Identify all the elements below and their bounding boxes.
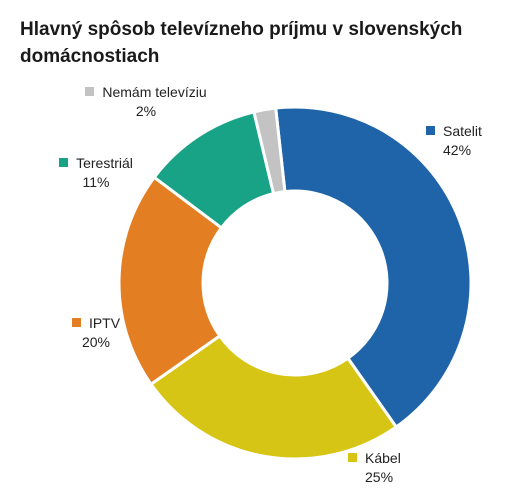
slice-label-kabel: Kábel 25% [348,449,401,487]
slice-label-terestrial: Terestriál 11% [36,154,156,192]
pct-kabel: 25% [365,469,394,485]
slice-satelit [274,105,473,430]
label-nemam-televiziu: Nemám televíziu [102,84,207,100]
label-kabel: Kábel [365,450,401,466]
swatch-iptv [71,318,81,327]
swatch-satelit [426,126,435,135]
pct-iptv: 20% [81,334,111,350]
pct-terestrial: 11% [82,174,110,190]
slice-nemam-televiziu [252,106,287,196]
label-satelit: Satelit [443,123,482,139]
label-iptv: IPTV [88,315,121,331]
swatch-kabel [348,453,357,462]
slice-iptv [117,175,224,387]
slice-label-satelit: Satelit 42% [426,122,482,160]
label-terestrial: Terestriál [76,155,133,171]
slice-kabel [148,333,399,461]
swatch-nemam-televiziu [85,87,95,96]
slice-label-iptv: IPTV 20% [66,314,126,352]
pct-nemam-televiziu: 2% [135,103,157,119]
slice-label-nemam-televiziu: Nemám televíziu 2% [64,83,228,121]
chart-title: Hlavný spôsob televízneho príjmu v slove… [20,19,463,67]
swatch-terestrial [59,158,69,167]
pct-satelit: 42% [443,142,472,158]
